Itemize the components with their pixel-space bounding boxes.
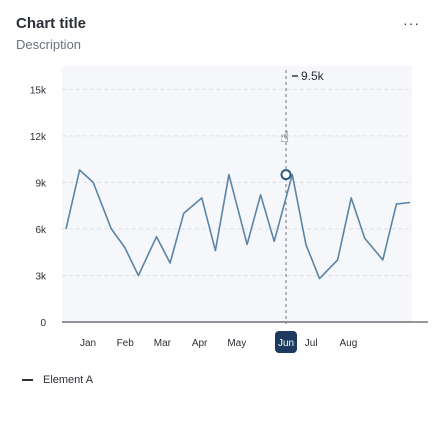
- legend-swatch-element-a: [22, 379, 33, 381]
- x-tick-label: Jan: [80, 338, 96, 349]
- chart-title: Chart title: [16, 15, 87, 32]
- highlighted-point: [280, 169, 292, 181]
- chart-header: Chart title Description: [16, 14, 86, 54]
- y-tick-label: 9k: [35, 178, 47, 189]
- x-tick-label: Aug: [340, 338, 358, 349]
- y-tick-label: 0: [40, 318, 46, 329]
- y-tick-label: 6k: [35, 225, 47, 236]
- x-tick-label: May: [227, 338, 246, 349]
- more-options-icon[interactable]: ···: [403, 15, 420, 31]
- hand-cursor-icon: ☝: [280, 128, 289, 146]
- y-tick-label: 3k: [35, 271, 47, 282]
- x-tick-label-highlighted: Jun: [278, 338, 294, 349]
- chart-legend: Element A: [22, 374, 93, 386]
- chart-description: Description: [16, 37, 82, 52]
- series-line-element-a: [65, 169, 411, 280]
- x-tick-label: Apr: [192, 338, 208, 349]
- x-tick-label: Feb: [117, 338, 135, 349]
- y-tick-label: 15k: [30, 85, 47, 96]
- highlighted-month-pill: [275, 331, 297, 353]
- x-tick-label: Mar: [154, 338, 172, 349]
- x-tick-label: Jul: [305, 338, 318, 349]
- plot-background: [62, 66, 412, 322]
- tooltip-value: 9.5k: [301, 69, 325, 83]
- legend-label-element-a: Element A: [43, 374, 94, 386]
- y-tick-label: 12k: [30, 132, 47, 143]
